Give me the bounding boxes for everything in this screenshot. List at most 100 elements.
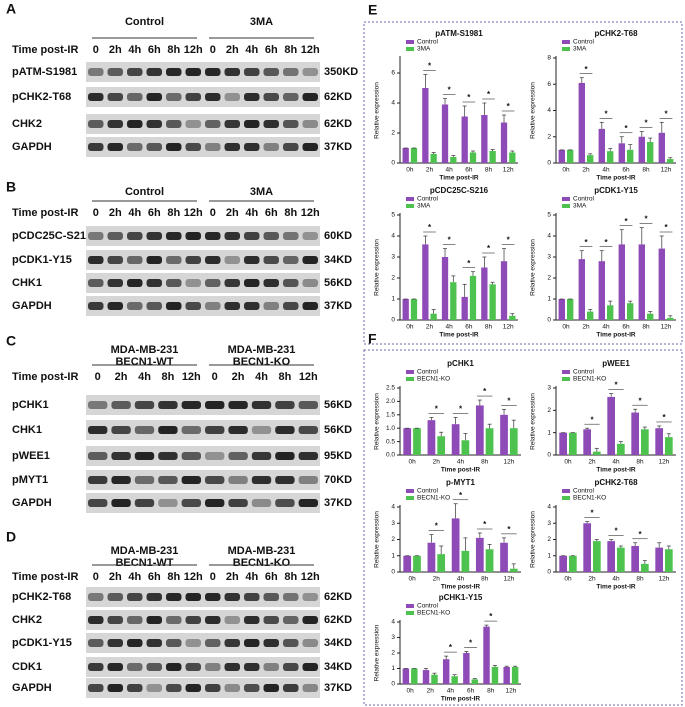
blot-band bbox=[224, 616, 240, 624]
y-axis-label: Relative expression bbox=[374, 82, 381, 139]
blot-band bbox=[244, 593, 260, 601]
blot-band bbox=[185, 616, 201, 624]
time-point: 12h bbox=[182, 371, 201, 383]
legend-label: Control bbox=[417, 369, 439, 376]
time-point: 0 bbox=[210, 44, 216, 56]
blot-band bbox=[88, 68, 104, 76]
blot-strip bbox=[86, 62, 320, 82]
y-tick-label: 6 bbox=[391, 70, 395, 77]
x-tick-label: 6h bbox=[622, 167, 630, 174]
x-tick-label: 0h bbox=[406, 167, 414, 174]
blot-band bbox=[205, 68, 221, 76]
blot-band bbox=[166, 120, 182, 128]
blot-strip bbox=[86, 493, 320, 513]
blot-band bbox=[127, 663, 143, 671]
bar bbox=[469, 275, 477, 320]
time-point: 8h bbox=[161, 371, 174, 383]
blot-band bbox=[205, 232, 221, 240]
blot-strip bbox=[86, 273, 320, 293]
significance-mark: * bbox=[614, 527, 618, 536]
blot-band bbox=[244, 616, 260, 624]
mw-label: 62KD bbox=[324, 591, 352, 603]
blot-band bbox=[127, 93, 143, 101]
blot-band bbox=[181, 452, 201, 460]
x-tick-label: 8h bbox=[487, 688, 495, 695]
y-tick-label: 2.5 bbox=[386, 385, 395, 392]
blot-band bbox=[166, 663, 182, 671]
y-tick-label: 1 bbox=[391, 552, 395, 559]
blot-band bbox=[146, 663, 162, 671]
protein-name: pCDK1-Y15 bbox=[12, 254, 72, 266]
time-point: 12h bbox=[301, 207, 320, 219]
blot-band bbox=[224, 256, 240, 264]
bar bbox=[655, 428, 663, 455]
blot-strip bbox=[86, 657, 320, 677]
protein-name: pMYT1 bbox=[12, 474, 48, 486]
significance-mark: * bbox=[435, 405, 439, 414]
blot-band bbox=[88, 302, 104, 310]
x-axis-label: Time post-IR bbox=[596, 332, 636, 339]
blot-band bbox=[283, 279, 299, 287]
blot-band bbox=[263, 302, 279, 310]
y-tick-label: 0 bbox=[547, 452, 551, 459]
significance-mark: * bbox=[487, 90, 491, 99]
blot-band bbox=[134, 452, 155, 460]
x-tick-label: 8h bbox=[642, 167, 650, 174]
blot-band bbox=[158, 401, 178, 409]
bar bbox=[483, 626, 490, 684]
x-tick-label: 4h bbox=[446, 167, 454, 174]
blot-band bbox=[127, 616, 143, 624]
time-point: 8h bbox=[167, 207, 180, 219]
legend-swatch bbox=[562, 204, 570, 208]
blot-band bbox=[107, 256, 123, 264]
legend-swatch bbox=[562, 370, 570, 374]
blot-band bbox=[146, 616, 162, 624]
time-point: 4h bbox=[245, 44, 258, 56]
bar bbox=[567, 149, 574, 163]
blot-band bbox=[205, 279, 221, 287]
bar bbox=[587, 155, 594, 163]
blot-band bbox=[283, 120, 299, 128]
blot-band bbox=[166, 232, 182, 240]
time-point: 12h bbox=[301, 571, 320, 583]
bar bbox=[437, 554, 446, 572]
legend-swatch bbox=[406, 204, 414, 208]
blot-strip bbox=[86, 114, 320, 134]
blot-band bbox=[228, 452, 248, 460]
y-tick-label: 0 bbox=[547, 569, 551, 576]
blot-band bbox=[127, 279, 143, 287]
significance-mark: * bbox=[590, 509, 594, 518]
blot-band bbox=[127, 302, 143, 310]
bar bbox=[509, 152, 516, 163]
x-tick-label: 12h bbox=[661, 324, 672, 331]
y-axis-label: Relative expression bbox=[530, 511, 537, 568]
blot-band bbox=[205, 639, 221, 647]
blot-band bbox=[127, 256, 143, 264]
blot-band bbox=[298, 476, 318, 484]
x-tick-label: 0h bbox=[406, 688, 414, 695]
x-tick-label: 12h bbox=[505, 688, 516, 695]
blot-band bbox=[127, 684, 143, 692]
blot-band bbox=[251, 452, 272, 460]
blot-band bbox=[224, 593, 240, 601]
blot-band bbox=[107, 143, 123, 151]
y-axis-label: Relative expression bbox=[374, 239, 381, 296]
blot-band bbox=[244, 256, 260, 264]
legend-label: 3MA bbox=[417, 46, 431, 53]
blot-strip bbox=[86, 633, 320, 653]
bar bbox=[598, 261, 605, 320]
blot-band bbox=[228, 401, 248, 409]
y-axis-label: Relative expression bbox=[530, 393, 537, 450]
chart-title: pCHK2-T68 bbox=[594, 478, 638, 487]
time-point: 8h bbox=[278, 371, 291, 383]
blot-band bbox=[88, 120, 104, 128]
legend-swatch bbox=[562, 377, 570, 381]
bar bbox=[481, 115, 488, 163]
time-point: 4h bbox=[128, 571, 141, 583]
blot-band bbox=[302, 639, 318, 647]
group-label: BECN1-KO bbox=[233, 356, 291, 368]
blot-band bbox=[251, 476, 272, 484]
x-tick-label: 4h bbox=[612, 576, 620, 583]
y-tick-label: 3 bbox=[391, 254, 395, 261]
significance-mark: * bbox=[489, 612, 493, 621]
